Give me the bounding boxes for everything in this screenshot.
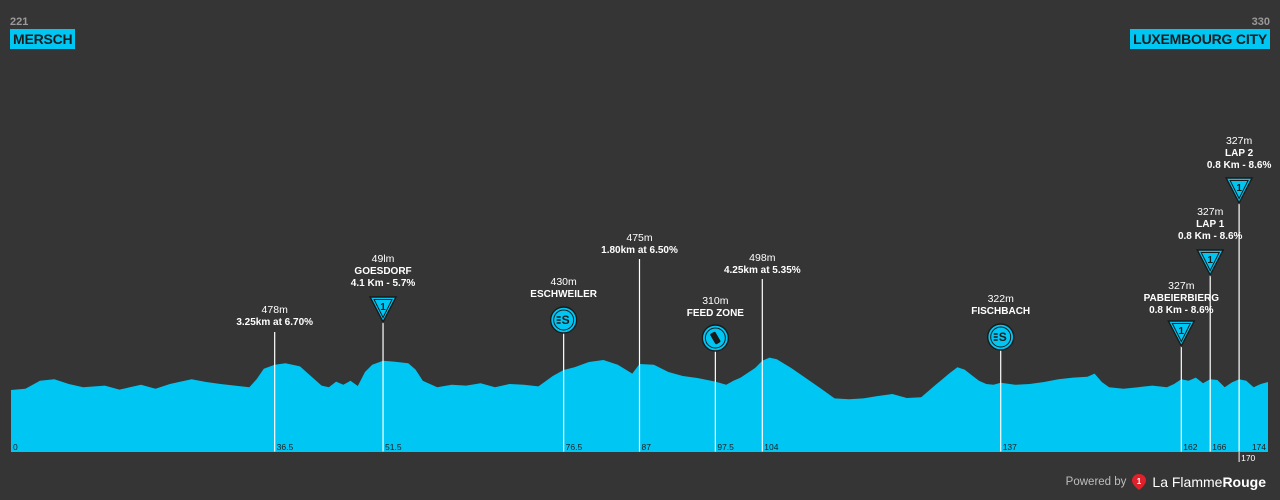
sprint-letter: S <box>562 313 570 327</box>
annotation-desc: 4.1 Km - 5.7% <box>351 278 416 289</box>
sprint-letter: S <box>999 330 1007 344</box>
annotation-name: ESCHWEILER <box>530 289 597 300</box>
finish-name: LUXEMBOURG CITY <box>1130 29 1270 49</box>
km-marker: 36.5 <box>277 442 294 452</box>
brand-name-part-b: Rouge <box>1222 474 1266 490</box>
brand-name-part-a: La Flamme <box>1152 474 1223 490</box>
annotation-altitude: 498m <box>749 252 776 264</box>
annotation-desc: 0.8 Km - 8.6% <box>1178 231 1243 242</box>
speed-lines <box>993 333 998 341</box>
brand-name: La FlammeRouge <box>1152 474 1266 490</box>
annotation-desc: 0.8 Km - 8.6% <box>1207 160 1272 171</box>
km-marker: 162 <box>1183 442 1197 452</box>
annotation-altitude: 478m <box>262 304 289 316</box>
annotation-name: PABEIERBIERG <box>1144 293 1220 304</box>
annotation-altitude: 327m <box>1168 280 1195 292</box>
annotation-name: FEED ZONE <box>687 308 745 319</box>
annotation-altitude: 310m <box>702 295 729 307</box>
km-marker: 51.5 <box>385 442 402 452</box>
logo-mark: 1 <box>1137 477 1142 486</box>
kom-category: 1 <box>1207 255 1213 266</box>
kom-icon-inner <box>1171 323 1192 343</box>
kom-icon <box>368 296 398 324</box>
start-name: MERSCH <box>10 29 76 49</box>
kom-icon <box>1167 320 1196 348</box>
km-marker: 174 <box>1252 442 1266 452</box>
kom-category: 1 <box>380 302 386 313</box>
annotation-desc: 1.80km at 6.50% <box>601 245 678 256</box>
start-location: 221 MERSCH <box>10 16 76 49</box>
bottle-shape <box>710 331 721 345</box>
finish-altitude: 330 <box>1251 16 1270 28</box>
annotation-altitude: 475m <box>626 232 653 244</box>
start-altitude: 221 <box>10 16 29 28</box>
km-marker: 97.5 <box>717 442 734 452</box>
icon-ring <box>704 327 726 349</box>
icon-ring <box>553 309 575 331</box>
kom-icon-inner <box>373 299 393 319</box>
km-marker: 166 <box>1212 442 1226 452</box>
annotation-desc: 4.25km at 5.35% <box>724 265 801 276</box>
kom-icon-inner <box>1200 252 1221 272</box>
annotation-altitude: 327m <box>1197 206 1224 218</box>
annotation-desc: 0.8 Km - 8.6% <box>1149 305 1214 316</box>
annotation-name: LAP 1 <box>1196 219 1225 230</box>
sprint-icon <box>549 306 578 334</box>
km-marker: 137 <box>1003 442 1017 452</box>
annotation-name: FISCHBACH <box>971 306 1030 317</box>
annotation-desc: 3.25km at 6.70% <box>236 317 313 328</box>
km-marker: 170 <box>1241 453 1255 463</box>
annotation-name: LAP 2 <box>1225 148 1254 159</box>
annotation-altitude: 430m <box>551 276 578 288</box>
kom-category: 1 <box>1179 326 1185 337</box>
kom-icon-inner <box>1229 180 1249 200</box>
km-marker: 76.5 <box>566 442 583 452</box>
sprint-icon <box>987 323 1015 351</box>
powered-by-text: Powered by <box>1065 476 1127 488</box>
km-marker: 104 <box>764 442 778 452</box>
annotation-altitude: 327m <box>1226 135 1253 147</box>
kom-icon <box>1224 177 1254 205</box>
speed-lines <box>556 316 561 324</box>
footer-attribution: Powered by 1 La FlammeRouge <box>1066 474 1266 490</box>
annotation-name: GOESDORF <box>354 266 411 277</box>
annotation-altitude: 322m <box>988 293 1015 305</box>
km-marker: 87 <box>642 442 652 452</box>
annotation-altitude: 49lm <box>372 253 395 265</box>
flame-logo-icon: 1 <box>1132 474 1147 490</box>
kom-category: 1 <box>1236 183 1242 194</box>
km-marker: 0 <box>13 442 18 452</box>
kom-icon <box>1196 249 1225 277</box>
icon-ring <box>990 326 1012 348</box>
finish-location: 330 LUXEMBOURG CITY <box>1130 16 1270 49</box>
